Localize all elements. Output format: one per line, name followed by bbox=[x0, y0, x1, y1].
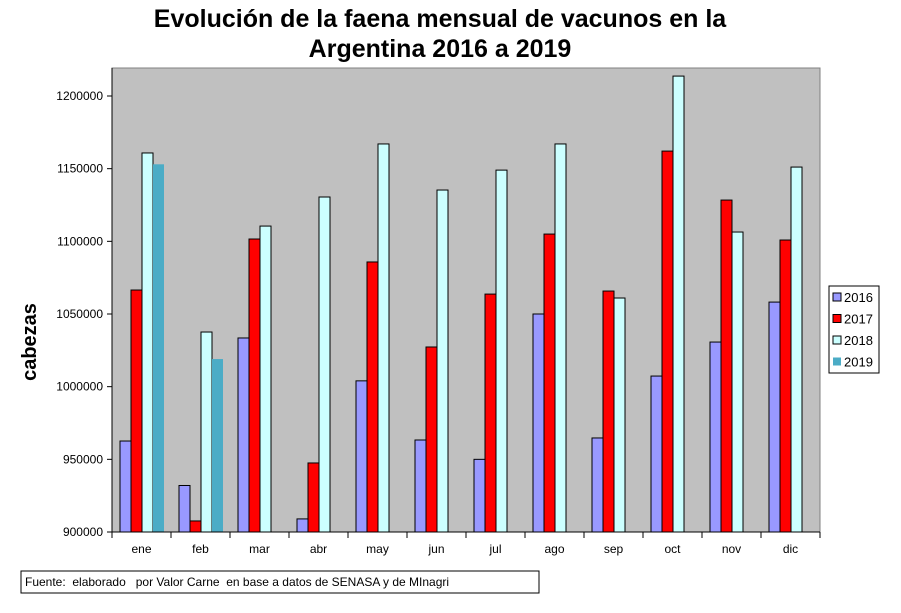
y-tick-label: 950000 bbox=[63, 452, 103, 466]
bar-feb-2018 bbox=[200, 331, 213, 533]
y-axis-label: cabezas bbox=[19, 303, 41, 381]
legend-label-2016: 2016 bbox=[844, 290, 873, 305]
bar-mar-2018 bbox=[259, 225, 272, 533]
x-tick-label-abr: abr bbox=[310, 542, 327, 556]
bar-jun-2017 bbox=[425, 346, 438, 533]
bar-nov-2018 bbox=[731, 231, 744, 533]
bar-feb-2016 bbox=[178, 484, 191, 533]
bar-ene-2019 bbox=[153, 164, 164, 532]
x-tick-label-jul: jul bbox=[488, 542, 501, 556]
bar-jul-2018 bbox=[495, 169, 508, 533]
legend-swatch-2018 bbox=[832, 335, 842, 345]
bar-feb-2019 bbox=[212, 359, 223, 532]
bar-feb-2017 bbox=[189, 520, 202, 533]
bar-nov-2017 bbox=[720, 199, 733, 533]
bar-oct-2016 bbox=[650, 375, 663, 533]
bar-jun-2018 bbox=[436, 189, 449, 533]
y-tick-label: 1000000 bbox=[56, 380, 103, 394]
chart-title-line-1: Evolución de la faena mensual de vacunos… bbox=[154, 5, 728, 33]
x-tick-label-mar: mar bbox=[249, 542, 270, 556]
source-note: Fuente: elaborado por Valor Carne en bas… bbox=[25, 575, 449, 589]
y-tick-label: 1100000 bbox=[57, 234, 103, 248]
bar-ene-2017 bbox=[130, 289, 143, 533]
bar-sep-2018 bbox=[613, 297, 626, 533]
legend-swatch-2017 bbox=[832, 314, 842, 323]
x-tick-label-ene: ene bbox=[131, 542, 151, 556]
bar-jul-2017 bbox=[484, 293, 497, 533]
x-tick-label-oct: oct bbox=[664, 542, 681, 556]
y-tick-label: 900000 bbox=[63, 525, 103, 539]
bar-may-2017 bbox=[366, 261, 379, 533]
bar-ago-2016 bbox=[532, 313, 545, 533]
x-tick-label-jun: jun bbox=[427, 542, 444, 556]
x-tick-label-nov: nov bbox=[722, 542, 741, 556]
bar-may-2016 bbox=[355, 380, 368, 533]
bar-abr-2016 bbox=[296, 518, 309, 533]
bar-sep-2017 bbox=[602, 290, 615, 533]
y-tick-label: 1050000 bbox=[56, 307, 103, 321]
bar-abr-2018 bbox=[318, 196, 331, 533]
bar-jun-2016 bbox=[414, 439, 427, 533]
x-tick-label-feb: feb bbox=[192, 542, 209, 556]
bar-sep-2016 bbox=[591, 437, 604, 533]
bar-jul-2016 bbox=[473, 458, 486, 533]
bar-dic-2018 bbox=[790, 166, 803, 533]
legend: 2016 2017 2018 2019 bbox=[828, 285, 880, 374]
x-tick-label-ago: ago bbox=[544, 542, 564, 556]
plot-area bbox=[111, 67, 821, 533]
bar-mar-2017 bbox=[248, 238, 261, 533]
legend-label-2018: 2018 bbox=[844, 333, 873, 348]
bar-oct-2017 bbox=[661, 150, 674, 533]
bar-ago-2017 bbox=[543, 233, 556, 533]
x-tick-label-may: may bbox=[366, 542, 389, 556]
bar-ene-2018 bbox=[141, 152, 154, 533]
y-tick-label: 1200000 bbox=[56, 89, 103, 103]
y-tick-label: 1150000 bbox=[57, 162, 103, 176]
legend-swatch-2016 bbox=[832, 292, 842, 302]
legend-label-2017: 2017 bbox=[844, 312, 873, 327]
legend-label-2019: 2019 bbox=[844, 355, 873, 370]
bar-ene-2016 bbox=[119, 440, 132, 533]
bar-dic-2016 bbox=[768, 301, 781, 533]
bar-may-2018 bbox=[377, 143, 390, 533]
bar-oct-2018 bbox=[672, 75, 685, 533]
bar-dic-2017 bbox=[779, 239, 792, 533]
bar-abr-2017 bbox=[307, 462, 320, 533]
source-box bbox=[20, 570, 540, 594]
bar-nov-2016 bbox=[709, 341, 722, 533]
chart-title-line-2: Argentina 2016 a 2019 bbox=[309, 35, 572, 63]
bar-ago-2018 bbox=[554, 143, 567, 533]
x-tick-label-dic: dic bbox=[783, 542, 798, 556]
bar-mar-2016 bbox=[237, 337, 250, 533]
x-tick-label-sep: sep bbox=[604, 542, 624, 556]
legend-swatch-2019 bbox=[833, 357, 841, 366]
